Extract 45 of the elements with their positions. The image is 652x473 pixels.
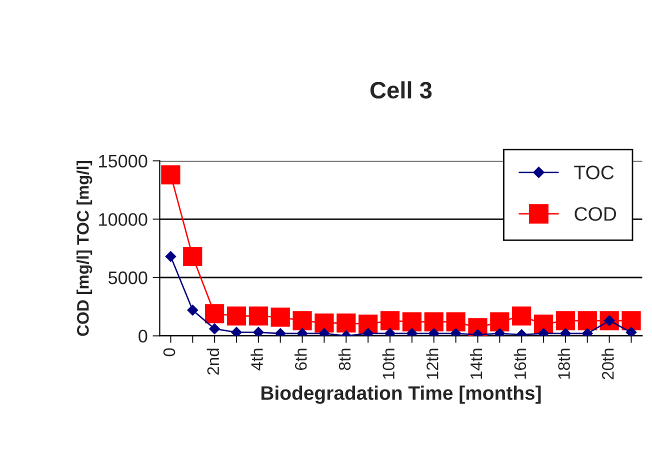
legend-label: COD (574, 207, 616, 221)
point (556, 311, 576, 330)
point (402, 312, 422, 332)
point (231, 326, 242, 336)
x-tick-label: 4th (250, 348, 263, 370)
point (358, 314, 378, 334)
x-tick-label: 18th (558, 348, 570, 379)
point (380, 311, 400, 330)
point (187, 304, 198, 316)
point (622, 311, 641, 330)
point (512, 306, 532, 326)
legend-label: TOC (574, 166, 614, 180)
point (336, 313, 356, 333)
point (226, 306, 246, 326)
x-tick-label: 20th (602, 348, 614, 380)
x-tick-label: 12th (426, 348, 438, 379)
point (626, 326, 637, 336)
x-tick-label: 16th (514, 348, 526, 379)
point (292, 311, 312, 330)
x-tick-label: 8th (338, 348, 351, 370)
point (183, 246, 202, 266)
y-tick-label: 15000 (99, 154, 148, 168)
point (248, 306, 268, 326)
point (209, 323, 220, 334)
point (490, 312, 510, 332)
chart-title: Cell 3 (370, 81, 432, 99)
point (270, 308, 290, 327)
x-tick-label: 2nd (206, 348, 220, 375)
point (314, 313, 334, 333)
point (578, 311, 597, 330)
y-axis-title: COD [mg/l] TOC [mg/l] (76, 160, 92, 336)
x-tick-label: 0 (163, 348, 176, 356)
point (161, 165, 180, 184)
point (424, 312, 444, 332)
point (165, 251, 176, 262)
x-tick-label: 10th (382, 348, 394, 379)
point (253, 326, 264, 336)
x-tick-label: 6th (294, 348, 307, 370)
y-tick-label: 10000 (99, 213, 148, 226)
y-tick-label: 5000 (108, 271, 148, 284)
x-tick-label: 14th (470, 348, 482, 379)
point (205, 304, 224, 324)
x-axis-title: Biodegradation Time [months] (261, 386, 541, 404)
point (446, 312, 466, 332)
y-tick-label: 0 (138, 330, 148, 343)
